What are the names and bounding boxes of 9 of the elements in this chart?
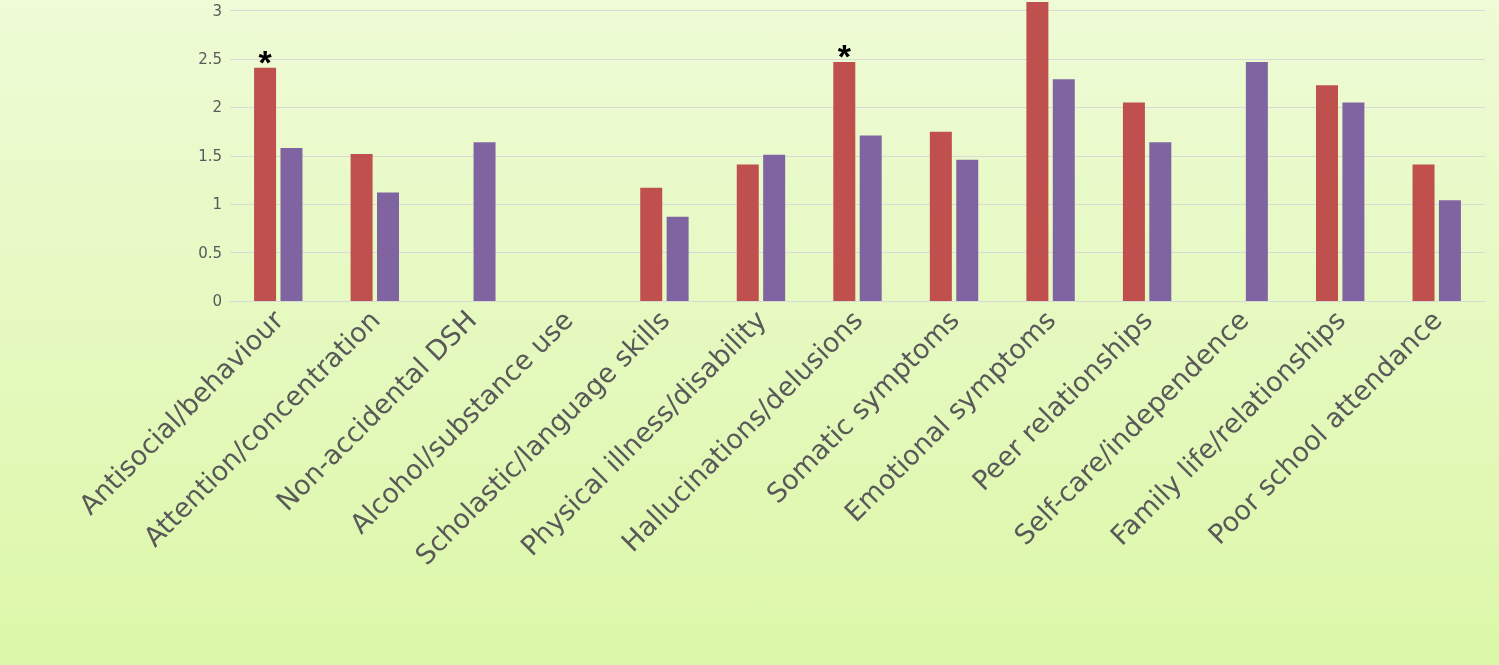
- y-tick-label: 0: [212, 292, 222, 310]
- y-tick-label: 2: [212, 98, 222, 117]
- y-tick-label: 1.5: [198, 146, 222, 165]
- y-tick-label: 1: [212, 195, 222, 214]
- annotation: *: [258, 42, 273, 81]
- y-tick-label: 0.5: [198, 243, 222, 262]
- y-tick-label: 2.5: [198, 50, 222, 69]
- annotation: *: [837, 36, 852, 75]
- y-tick-label: 3: [212, 1, 222, 20]
